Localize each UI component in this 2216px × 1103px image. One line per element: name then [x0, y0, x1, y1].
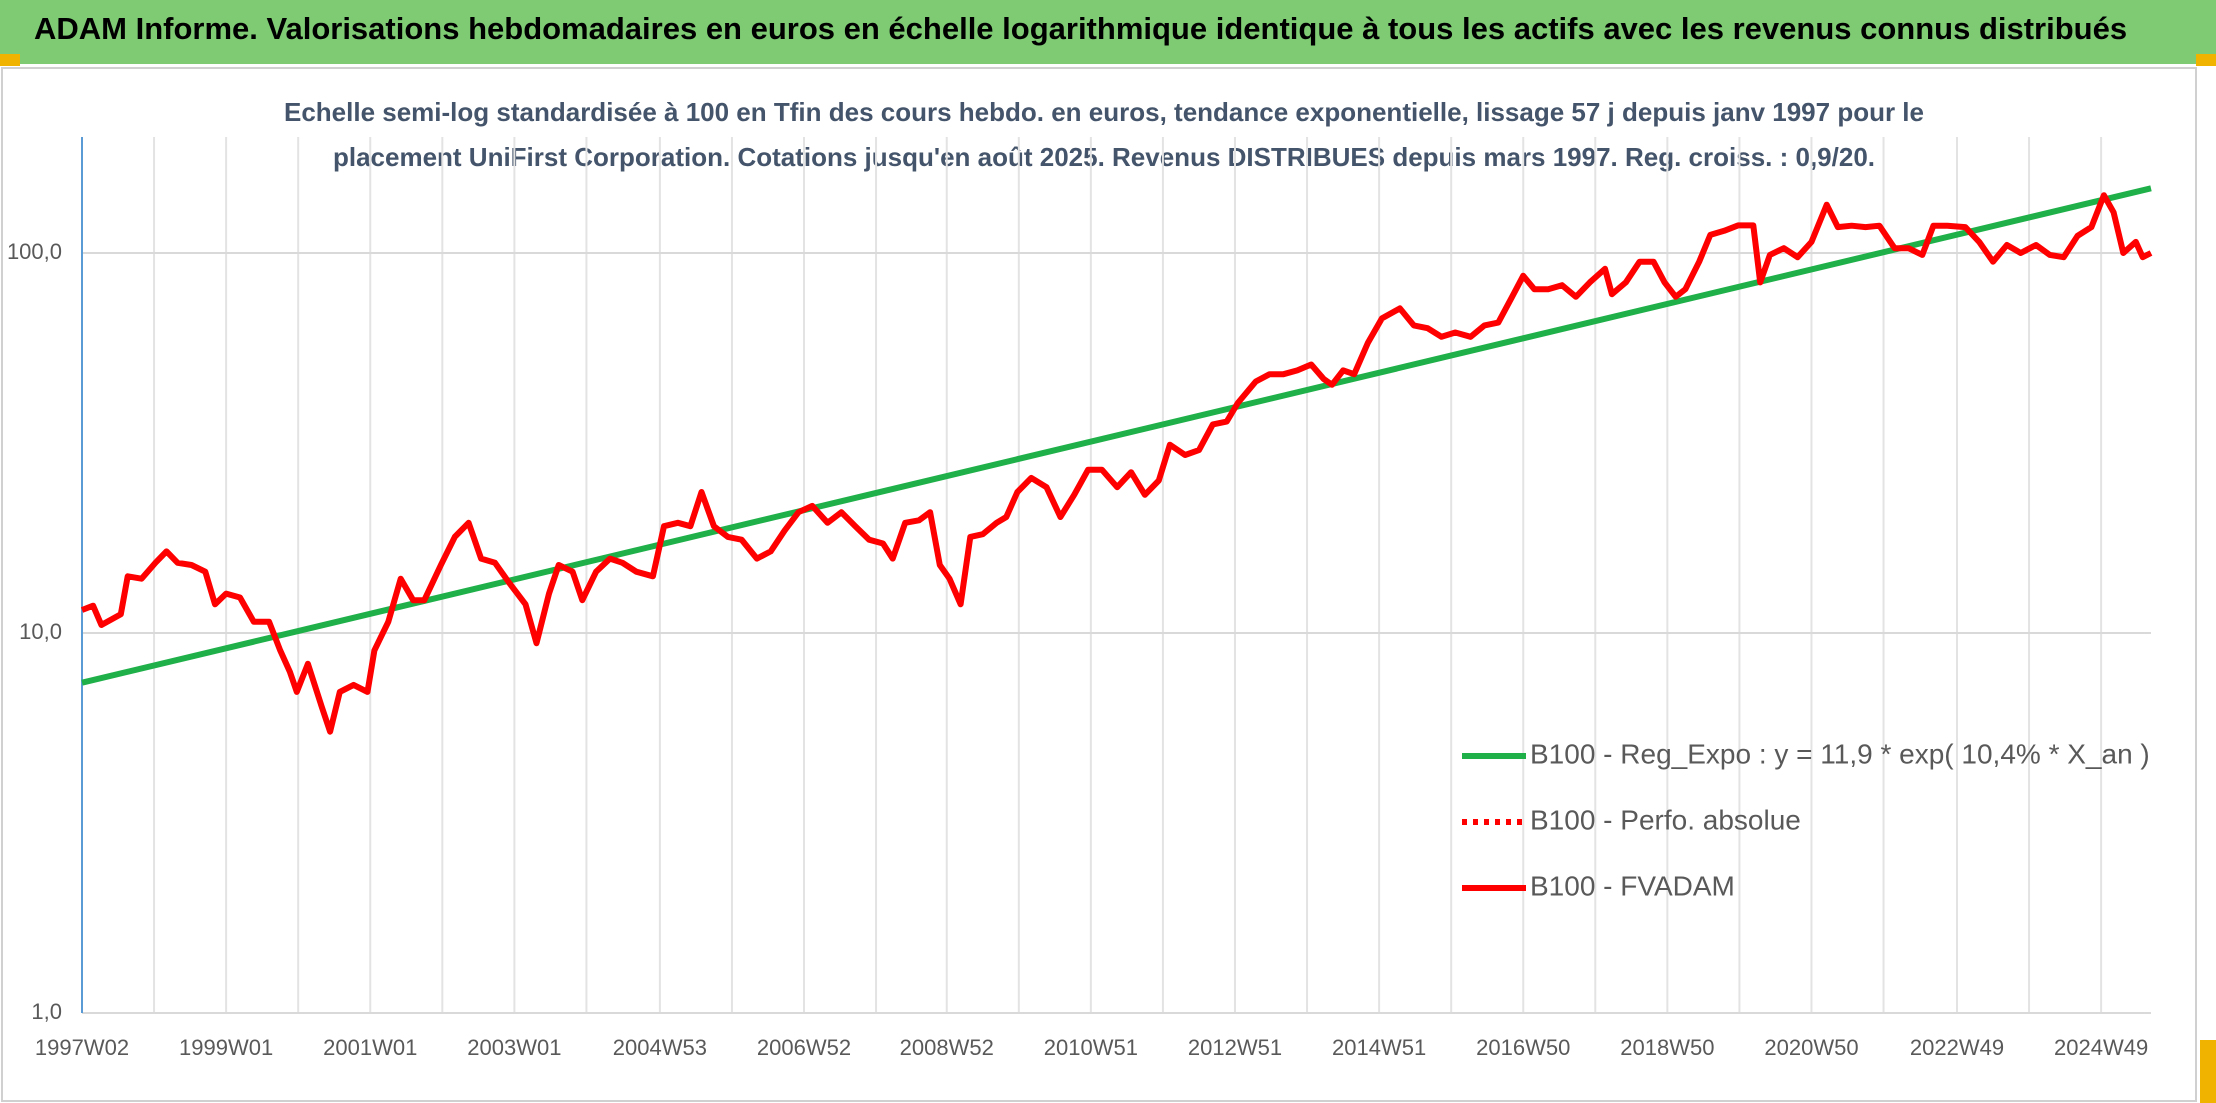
line-series: [80, 192, 2153, 735]
chart-border: [1, 67, 2197, 1102]
x-tick-label: 1997W02: [35, 1035, 129, 1060]
x-tick-label: 2006W52: [757, 1035, 851, 1060]
x-tick-label: 2010W51: [1044, 1035, 1138, 1060]
legend-label: B100 - Reg_Expo : y = 11,9 * exp( 10,4% …: [1530, 738, 2150, 769]
y-tick-label: 10,0: [19, 619, 62, 644]
chart-title: ADAM Informe. Valorisations hebdomadaire…: [34, 11, 2127, 46]
x-tick-label: 2020W50: [1764, 1035, 1858, 1060]
x-tick-label: 2008W52: [900, 1035, 994, 1060]
legend-label: B100 - Perfo. absolue: [1530, 804, 1801, 835]
header-bar: [0, 0, 2216, 64]
x-tick-label: 2001W01: [323, 1035, 417, 1060]
legend-label: B100 - FVADAM: [1530, 870, 1735, 901]
x-tick-label: 2024W49: [2054, 1035, 2148, 1060]
y-tick-label: 100,0: [7, 239, 62, 264]
corner-marker: [2196, 54, 2216, 66]
x-tick-label: 2016W50: [1476, 1035, 1570, 1060]
chart-subtitle: Echelle semi-log standardisée à 100 en T…: [284, 97, 1924, 127]
x-tick-label: 2022W49: [1910, 1035, 2004, 1060]
x-tick-label: 2004W53: [613, 1035, 707, 1060]
corner-marker: [0, 54, 20, 66]
x-tick-label: 2012W51: [1188, 1035, 1282, 1060]
y-tick-label: 1,0: [31, 999, 62, 1024]
x-tick-label: 2003W01: [467, 1035, 561, 1060]
x-tick-label: 1999W01: [179, 1035, 273, 1060]
chart-subtitle: placement UniFirst Corporation. Cotation…: [333, 142, 1875, 172]
x-tick-label: 2018W50: [1620, 1035, 1714, 1060]
corner-marker: [2200, 1040, 2216, 1103]
x-tick-label: 2014W51: [1332, 1035, 1426, 1060]
